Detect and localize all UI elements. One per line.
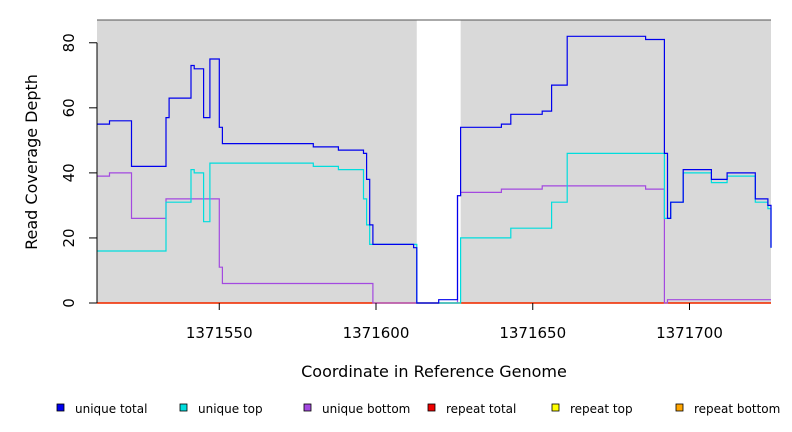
x-tick-label: 1371650 (499, 324, 566, 342)
legend-swatch-repeat-total (427, 403, 436, 412)
y-tick-label: 60 (60, 98, 78, 117)
y-tick-label: 40 (60, 163, 78, 182)
series-layer (97, 35, 772, 304)
series-line-unique-total (97, 35, 772, 304)
series-line-unique-top (97, 152, 772, 304)
legend-label-repeat-top: repeat top (570, 402, 633, 416)
y-tick-label: 80 (60, 33, 78, 52)
x-tick-label: 1371700 (656, 324, 723, 342)
legend-swatch-unique-top (179, 403, 188, 412)
shaded-region-1 (97, 20, 417, 303)
legend: unique total unique top unique bottom repea… (56, 402, 780, 416)
y-axis-title: Read Coverage Depth (22, 74, 41, 250)
x-axis-title: Coordinate in Reference Genome (301, 362, 567, 381)
legend-swatch-unique-total (56, 403, 65, 412)
y-tick-label: 0 (60, 298, 78, 308)
plot-background (97, 19, 771, 303)
axes-layer: 0 20 40 60 80 1371550 1371600 1371650 1371700 (60, 33, 723, 342)
y-tick-label: 20 (60, 228, 78, 247)
legend-swatch-unique-bottom (303, 403, 312, 412)
legend-label-repeat-bottom: repeat bottom (694, 402, 780, 416)
legend-swatch-repeat-bottom (675, 403, 684, 412)
x-tick-label: 1371600 (343, 324, 410, 342)
legend-label-unique-total: unique total (75, 402, 147, 416)
legend-label-unique-top: unique top (198, 402, 263, 416)
x-tick-label: 1371550 (186, 324, 253, 342)
shaded-region-2 (460, 20, 771, 303)
legend-label-repeat-total: repeat total (446, 402, 516, 416)
legend-label-unique-bottom: unique bottom (322, 402, 410, 416)
legend-swatch-repeat-top (551, 403, 560, 412)
